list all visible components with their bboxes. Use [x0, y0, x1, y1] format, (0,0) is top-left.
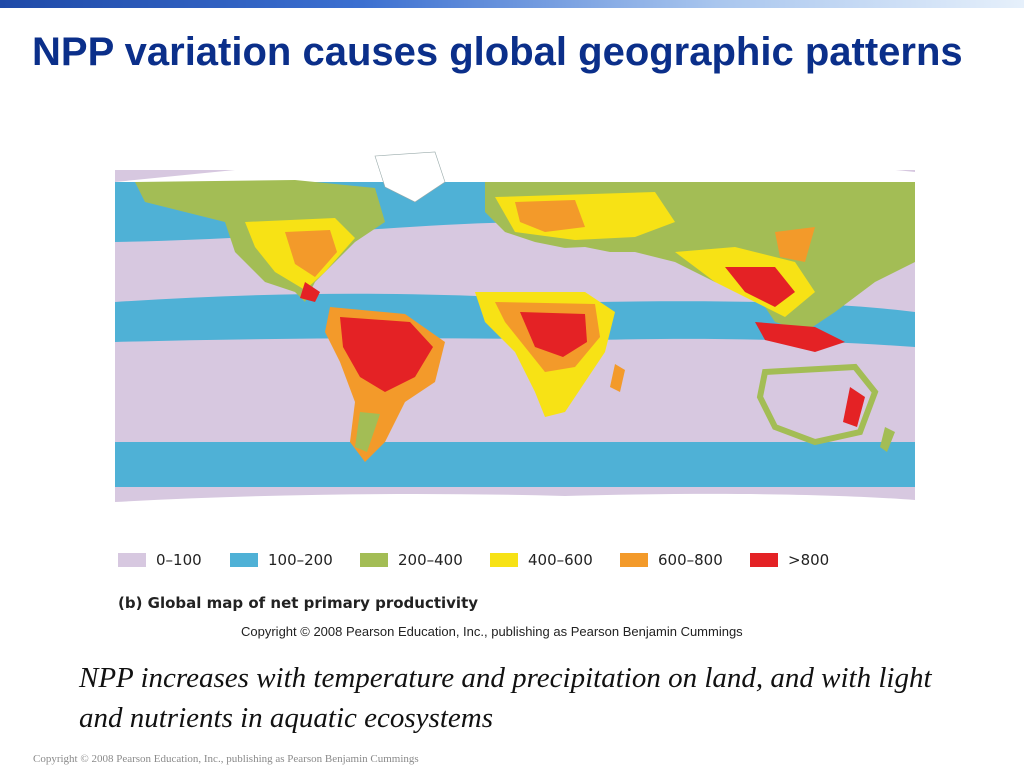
legend-swatch	[750, 553, 778, 567]
southeast-asia	[725, 267, 795, 307]
patagonia	[355, 412, 380, 452]
legend-swatch	[360, 553, 388, 567]
legend-label: 200–400	[398, 551, 463, 569]
legend-label: 600–800	[658, 551, 723, 569]
legend-item-100-200: 100–200	[230, 549, 333, 571]
central-america	[300, 282, 320, 302]
new-zealand	[880, 427, 895, 452]
legend-swatch	[230, 553, 258, 567]
eastern-usa	[285, 230, 337, 277]
sahara-arabia-desert	[465, 247, 655, 292]
legend-swatch	[620, 553, 648, 567]
footer-copyright: Copyright © 2008 Pearson Education, Inc.…	[33, 753, 419, 765]
slide-title: NPP variation causes global geographic p…	[32, 30, 963, 74]
legend-swatch	[490, 553, 518, 567]
map-legend: 0–100 100–200 200–400 400–600 600–800 >8…	[118, 549, 918, 571]
western-europe	[515, 200, 585, 232]
antarctica	[115, 493, 915, 532]
indonesia	[755, 322, 845, 352]
amazon-basin	[340, 317, 433, 392]
figure-copyright: Copyright © 2008 Pearson Education, Inc.…	[241, 624, 743, 639]
npp-map-svg	[115, 149, 915, 532]
figure-caption: (b) Global map of net primary productivi…	[118, 594, 479, 612]
legend-item-400-600: 400–600	[490, 549, 593, 571]
legend-item-600-800: 600–800	[620, 549, 723, 571]
npp-world-map	[115, 142, 915, 532]
eastern-australia	[843, 387, 865, 427]
legend-swatch	[118, 553, 146, 567]
legend-item-0-100: 0–100	[118, 549, 202, 571]
madagascar	[610, 364, 625, 392]
top-accent-bar	[0, 0, 1024, 8]
legend-label: 0–100	[156, 551, 202, 569]
slide-body-text: NPP increases with temperature and preci…	[79, 662, 932, 734]
australia	[756, 363, 879, 446]
congo-basin	[520, 312, 587, 357]
legend-label: 100–200	[268, 551, 333, 569]
east-china	[775, 227, 815, 262]
arctic-region	[115, 149, 915, 182]
legend-item-over-800: >800	[750, 549, 829, 571]
legend-label: 400–600	[528, 551, 593, 569]
legend-label: >800	[788, 551, 830, 569]
greenland	[374, 151, 446, 203]
subpolar-low-band	[115, 403, 915, 442]
legend-item-200-400: 200–400	[360, 549, 463, 571]
